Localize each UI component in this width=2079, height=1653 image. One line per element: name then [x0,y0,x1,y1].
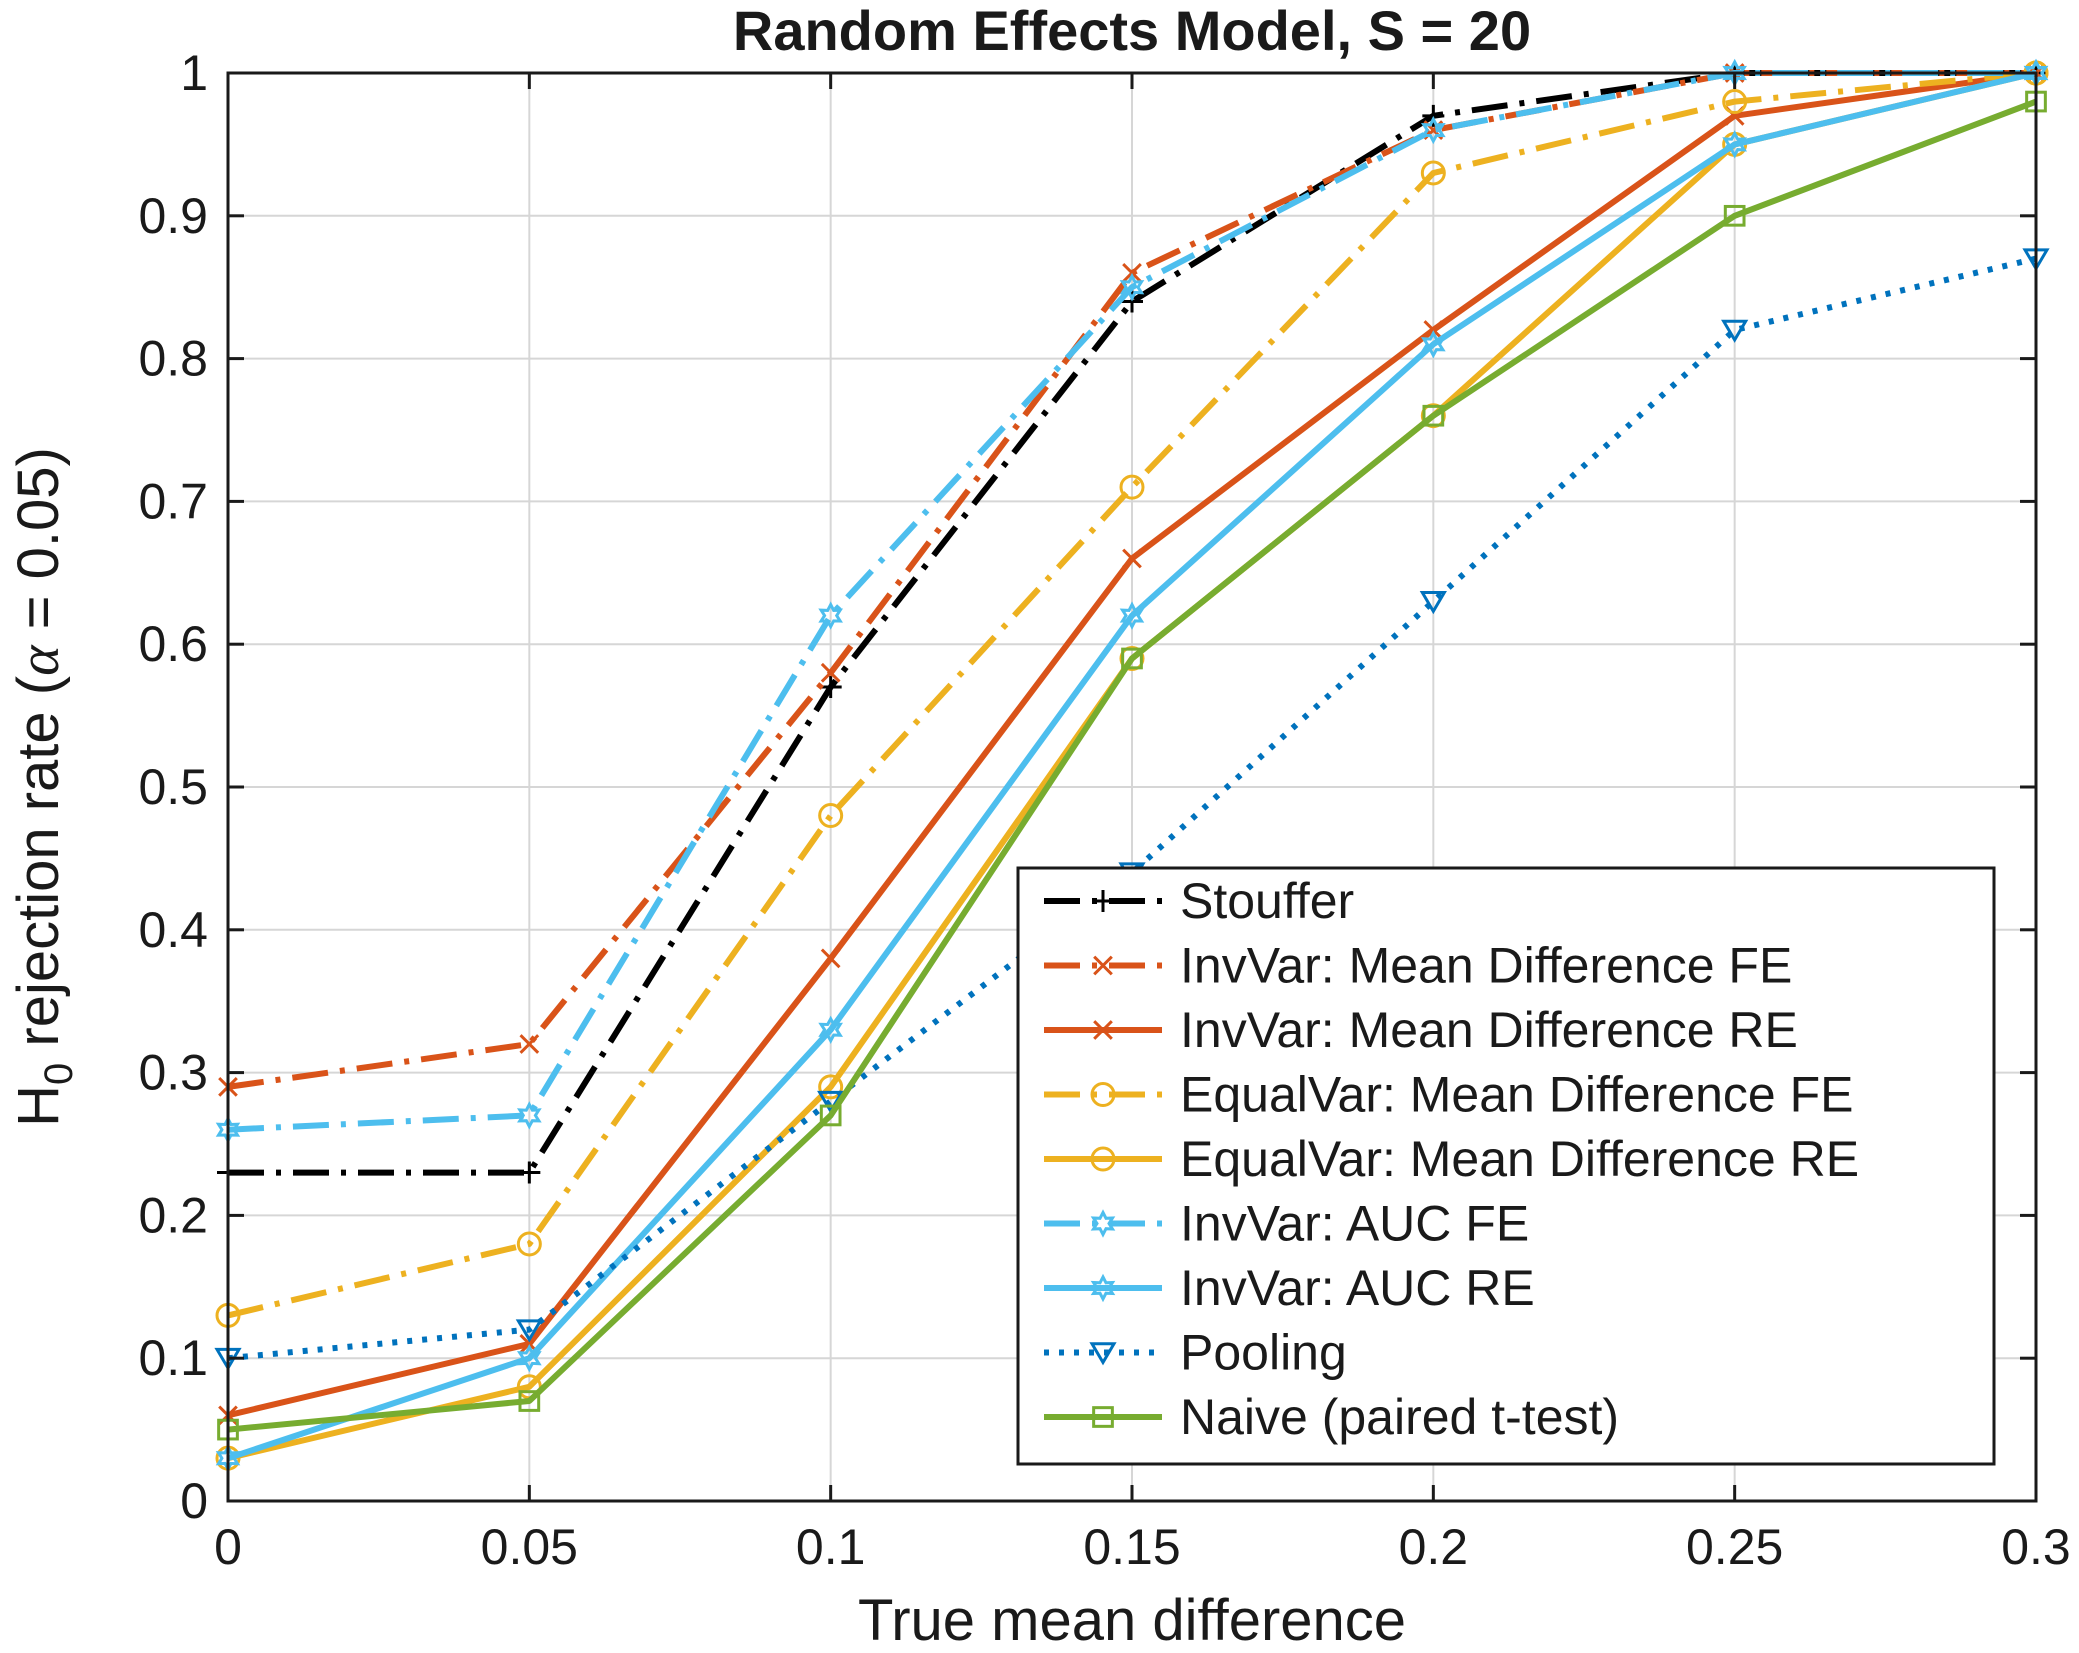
x-axis-label: True mean difference [858,1588,1406,1653]
hexagram-marker [516,1101,542,1130]
series-line [227,255,2037,1362]
triangle-down-marker [1419,591,1447,615]
y-tick-label: 0.4 [138,902,208,958]
circle-marker [1420,403,1446,429]
x-marker [1423,320,1444,340]
hexagram-marker [818,601,844,630]
triangle-down-marker [515,1319,543,1343]
circle-marker [1119,645,1145,671]
plus-marker [1092,890,1114,912]
circle-marker [818,803,844,829]
legend: Stouffer InvVar: Mean Difference FE InvVar… [1016,866,1996,1466]
legend-item: Pooling [1044,1325,1347,1381]
series-7 [215,58,2049,1473]
y-tick-label: 0.2 [138,1187,208,1243]
circle-marker [1119,474,1145,500]
hexagram-marker [1722,130,1748,159]
x-marker [820,662,841,683]
circle-marker [818,1074,844,1100]
x-tick-label: 0.25 [1686,1519,1783,1575]
square-marker [1422,404,1445,427]
circle-marker [1420,160,1446,186]
triangle-down-marker [1721,319,1749,343]
y-axis-label-suffix: = 0.05) [6,447,71,645]
circle-marker [1090,1146,1116,1172]
x-marker [1122,263,1142,283]
hexagram-marker [1420,330,1446,359]
triangle-down-marker [1089,1342,1117,1366]
y-tick-label: 1 [180,45,208,101]
square-marker [518,1390,541,1412]
square-marker [1723,204,1746,227]
legend-item: InvVar: AUC RE [1044,1260,1535,1316]
hexagram-marker [1090,1273,1116,1303]
chart-title: Random Effects Model, S = 20 [733,0,1531,62]
square-marker [819,1104,842,1127]
legend-item: InvVar: AUC FE [1044,1196,1529,1252]
y-axis-label-subscript: 0 [37,1063,81,1085]
x-tick-label: 0.2 [1399,1519,1469,1575]
y-tick-label: 0 [180,1473,208,1529]
y-axis-label-middle: rejection rate ( [6,676,71,1063]
legend-label: Stouffer [1180,873,1354,929]
legend-label: EqualVar: Mean Difference RE [1180,1131,1859,1187]
legend-item: EqualVar: Mean Difference RE [1044,1131,1859,1187]
x-marker [1093,955,1113,976]
series-line [227,98,2038,1433]
x-tick-label: 0.05 [481,1519,578,1575]
hexagram-marker [516,1343,542,1373]
legend-item: InvVar: Mean Difference RE [1044,1002,1798,1058]
y-tick-label: 0.6 [138,616,208,672]
legend-label: Naive (paired t-test) [1180,1389,1619,1445]
x-tick-label: 0.1 [796,1519,866,1575]
legend-label: InvVar: Mean Difference FE [1180,938,1792,994]
legend-item: InvVar: Mean Difference FE [1044,938,1792,994]
legend-label: Pooling [1180,1325,1347,1381]
hexagram-marker [1119,272,1145,302]
x-tick-label: 0 [214,1519,242,1575]
y-axis-label-symbol: α [6,644,71,676]
y-tick-label: 0.5 [138,759,208,815]
x-marker [1093,1020,1113,1040]
y-tick-label: 0.7 [138,473,208,529]
plus-marker [819,676,842,699]
hexagram-marker [818,1015,844,1045]
legend-label: InvVar: AUC RE [1180,1260,1535,1316]
x-marker [820,948,841,969]
plus-marker [518,1161,541,1184]
y-tick-label: 0.3 [138,1045,208,1101]
square-marker [1092,1406,1114,1428]
y-tick-label: 0.8 [138,331,208,387]
x-marker [519,1034,540,1054]
x-tick-label: 0.3 [2001,1519,2071,1575]
legend-item: Naive (paired t-test) [1044,1389,1619,1445]
hexagram-marker [1090,1209,1116,1238]
circle-marker [516,1231,542,1257]
legend-label: InvVar: Mean Difference RE [1180,1002,1798,1058]
legend-label: InvVar: AUC FE [1180,1196,1529,1252]
y-tick-label: 0.9 [138,188,208,244]
y-axis-label-prefix: H [6,1085,71,1127]
legend-item: Stouffer [1044,873,1354,929]
x-tick-label: 0.15 [1083,1519,1180,1575]
legend-item: EqualVar: Mean Difference FE [1044,1067,1854,1123]
axis-ticks: 0 0.05 0.1 0.15 0.2 0.25 0.3 0 0.1 0.2 0.3 0.4 0.5 0.… [138,45,2070,1575]
y-tick-label: 0.1 [138,1330,208,1386]
plus-marker [1422,104,1445,127]
plus-marker [1121,290,1143,313]
x-marker [1122,548,1142,569]
circle-marker [1090,1082,1116,1107]
hexagram-marker [1420,115,1446,145]
legend-box [1016,866,1996,1466]
series-line [227,70,2037,1319]
circle-marker [1722,89,1748,115]
square-marker [1121,647,1143,670]
hexagram-marker [1119,601,1145,630]
legend-label: EqualVar: Mean Difference FE [1180,1067,1854,1123]
series-line [227,70,2037,1462]
y-axis-label: H0 rejection rate (α = 0.05) [6,447,81,1127]
